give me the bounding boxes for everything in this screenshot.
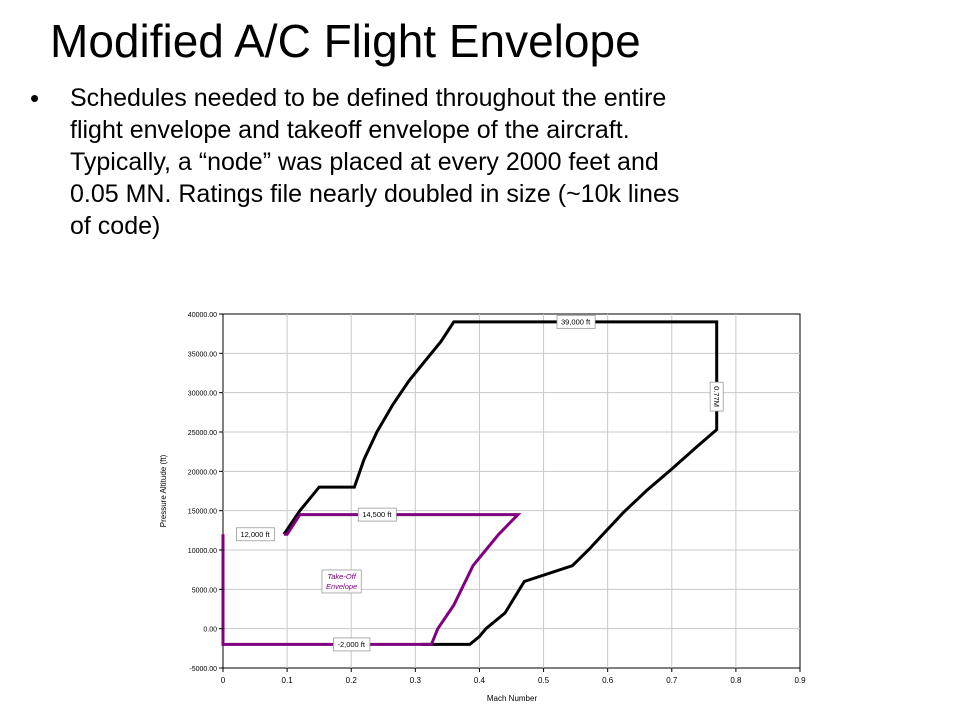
annotation-takeoff-ceiling: 14,500 ft <box>357 507 397 522</box>
bullet-line: of code) <box>70 212 161 240</box>
bullet-dot: • <box>30 83 40 113</box>
bullet-line: Schedules needed to be defined throughou… <box>70 84 667 112</box>
annotation-mach-limit: 0.77M <box>709 381 724 412</box>
flight-envelope-chart: 0 0.1 0.2 0.3 0.4 0.5 0.6 0.7 0.8 0.9 -5000.00 0.0… <box>159 312 806 703</box>
x-tick-label: 0.9 <box>794 676 806 685</box>
y-tick-label: 25000.00 <box>188 430 217 437</box>
x-axis-label: Mach Number <box>487 694 538 703</box>
svg-text:12,000 ft: 12,000 ft <box>240 530 270 539</box>
x-tick-label: 0.8 <box>730 676 742 685</box>
bullet-line: Typically, a “node” was placed at every … <box>70 148 659 176</box>
x-tick-label: 0.2 <box>346 676 358 685</box>
y-axis-label: Pressure Altitude (ft) <box>159 454 168 527</box>
bullet-line: flight envelope and takeoff envelope of … <box>70 116 630 144</box>
y-tick-label: 30000.00 <box>188 391 217 398</box>
x-tick-labels: 0 0.1 0.2 0.3 0.4 0.5 0.6 0.7 0.8 0.9 <box>221 668 806 685</box>
svg-text:-2,000 ft: -2,000 ft <box>337 640 365 649</box>
annotation-takeoff-start: 12,000 ft <box>236 527 275 542</box>
y-tick-labels: -5000.00 0.00 5000.00 10000.00 15000.00 20000… <box>188 312 223 673</box>
flight-envelope-line <box>282 320 719 646</box>
y-tick-label: 15000.00 <box>188 509 217 516</box>
annotation-ceiling: 39,000 ft <box>556 314 596 329</box>
y-tick-label: 10000.00 <box>188 548 217 555</box>
y-tick-label: 0.00 <box>203 627 217 634</box>
bullet-line: 0.05 MN. Ratings file nearly doubled in … <box>70 180 680 208</box>
y-tick-label: 20000.00 <box>188 469 217 476</box>
annotations: 39,000 ft 0.77M 14,500 ft 12,000 ft -2,000 f… <box>236 314 724 652</box>
x-tick-label: 0.7 <box>666 676 678 685</box>
x-tick-label: 0.3 <box>410 676 422 685</box>
bullet-text: Schedules needed to be defined throughou… <box>70 82 870 242</box>
x-tick-label: 0.1 <box>282 676 294 685</box>
plot-area <box>222 313 801 669</box>
y-tick-label: -5000.00 <box>189 666 217 673</box>
y-tick-label: 5000.00 <box>192 587 217 594</box>
slide-title: Modified A/C Flight Envelope <box>50 15 641 67</box>
annotation-takeoff-label: Take-Off Envelope <box>321 569 362 594</box>
x-tick-label: 0 <box>221 676 226 685</box>
y-tick-label: 35000.00 <box>188 351 217 358</box>
x-tick-label: 0.4 <box>474 676 486 685</box>
y-tick-label: 40000.00 <box>188 312 217 319</box>
x-tick-label: 0.6 <box>602 676 614 685</box>
svg-text:39,000 ft: 39,000 ft <box>561 317 591 326</box>
svg-text:14,500 ft: 14,500 ft <box>362 510 392 519</box>
svg-text:0.77M: 0.77M <box>712 386 721 407</box>
x-tick-label: 0.5 <box>538 676 550 685</box>
annotation-takeoff-floor: -2,000 ft <box>333 637 371 652</box>
